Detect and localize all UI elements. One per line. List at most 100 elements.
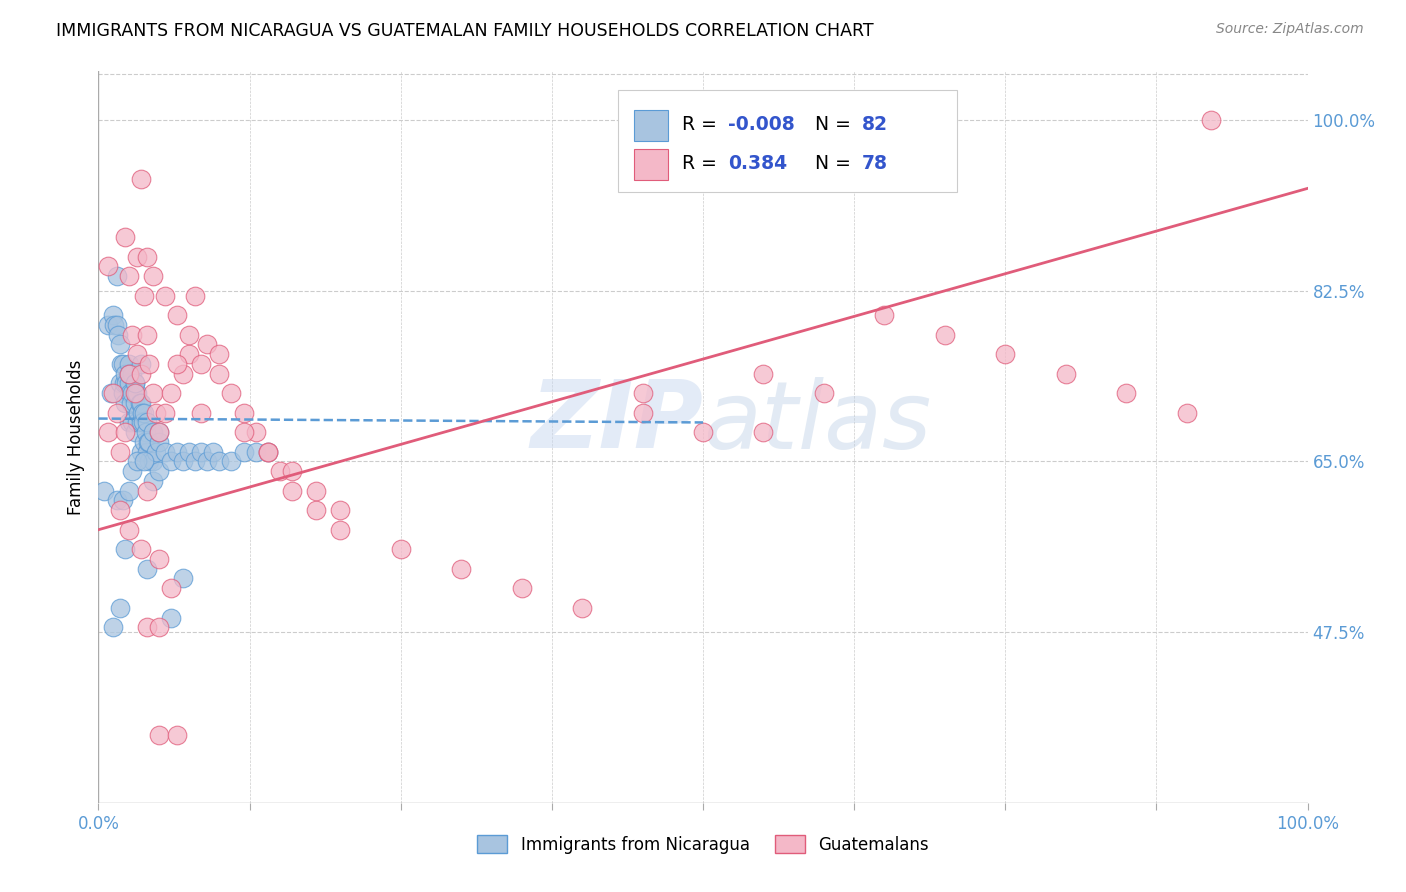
- Point: [105, 269, 128, 284]
- Point: [160, 581, 183, 595]
- Point: [129, 542, 152, 557]
- Point: [184, 454, 207, 468]
- Point: [510, 581, 533, 595]
- Point: [129, 416, 152, 430]
- Point: [124, 425, 146, 440]
- Point: [148, 464, 170, 478]
- Point: [208, 347, 231, 361]
- Point: [124, 396, 146, 410]
- Point: [166, 444, 188, 458]
- Point: [752, 425, 775, 440]
- Point: [329, 523, 352, 537]
- Point: [135, 327, 157, 342]
- Point: [118, 386, 141, 401]
- Point: [118, 523, 141, 537]
- Point: [221, 386, 243, 401]
- Point: [135, 425, 157, 440]
- Point: [160, 610, 183, 624]
- Point: [142, 386, 165, 401]
- Legend: Immigrants from Nicaragua, Guatemalans: Immigrants from Nicaragua, Guatemalans: [471, 829, 935, 860]
- Point: [108, 600, 131, 615]
- Point: [121, 386, 143, 401]
- Point: [128, 396, 150, 410]
- Point: [129, 396, 152, 410]
- Point: [108, 376, 131, 391]
- Point: [160, 454, 183, 468]
- Point: [124, 376, 146, 391]
- Point: [153, 288, 176, 302]
- Text: -0.008: -0.008: [728, 115, 796, 135]
- Point: [127, 406, 149, 420]
- Point: [97, 318, 120, 332]
- Point: [148, 425, 170, 440]
- Point: [114, 230, 136, 244]
- Point: [934, 327, 956, 342]
- Point: [134, 434, 156, 449]
- Point: [136, 434, 159, 449]
- Point: [135, 562, 157, 576]
- Point: [232, 425, 254, 440]
- Point: [131, 406, 153, 420]
- Point: [256, 444, 278, 458]
- Point: [172, 454, 194, 468]
- Point: [103, 318, 125, 332]
- Y-axis label: Family Households: Family Households: [66, 359, 84, 515]
- Point: [148, 434, 170, 449]
- Text: R =: R =: [682, 115, 723, 135]
- Text: IMMIGRANTS FROM NICARAGUA VS GUATEMALAN FAMILY HOUSEHOLDS CORRELATION CHART: IMMIGRANTS FROM NICARAGUA VS GUATEMALAN …: [56, 22, 875, 40]
- Point: [148, 727, 170, 741]
- Point: [111, 386, 134, 401]
- Text: 82: 82: [862, 115, 887, 135]
- Point: [148, 620, 170, 634]
- Point: [121, 327, 143, 342]
- Point: [752, 367, 775, 381]
- Point: [305, 483, 328, 498]
- Text: 78: 78: [862, 154, 887, 173]
- Point: [112, 376, 135, 391]
- Point: [450, 562, 472, 576]
- Point: [121, 367, 143, 381]
- Point: [127, 416, 149, 430]
- Point: [179, 444, 201, 458]
- Point: [1115, 386, 1137, 401]
- Text: N =: N =: [815, 154, 858, 173]
- Point: [172, 367, 194, 381]
- Point: [232, 406, 254, 420]
- Point: [138, 434, 160, 449]
- Point: [97, 260, 120, 274]
- Point: [110, 357, 132, 371]
- Point: [114, 367, 136, 381]
- Point: [114, 425, 136, 440]
- Point: [256, 444, 278, 458]
- Point: [153, 406, 176, 420]
- Point: [114, 396, 136, 410]
- Point: [101, 620, 124, 634]
- Point: [108, 444, 131, 458]
- Point: [245, 444, 267, 458]
- Point: [135, 250, 157, 264]
- Point: [114, 542, 136, 557]
- FancyBboxPatch shape: [634, 149, 668, 179]
- Point: [138, 454, 160, 468]
- Point: [245, 425, 267, 440]
- Text: atlas: atlas: [703, 377, 931, 468]
- Point: [195, 337, 218, 351]
- Point: [190, 444, 212, 458]
- Point: [127, 454, 149, 468]
- Point: [118, 416, 141, 430]
- Point: [115, 376, 138, 391]
- Point: [160, 386, 183, 401]
- Point: [329, 503, 352, 517]
- Point: [142, 269, 165, 284]
- Point: [93, 483, 115, 498]
- Point: [232, 444, 254, 458]
- Text: N =: N =: [815, 115, 858, 135]
- Point: [108, 337, 131, 351]
- Point: [813, 386, 835, 401]
- Point: [111, 357, 134, 371]
- Point: [118, 357, 141, 371]
- Point: [208, 454, 231, 468]
- Point: [1199, 113, 1222, 128]
- Point: [179, 347, 201, 361]
- Point: [124, 386, 146, 401]
